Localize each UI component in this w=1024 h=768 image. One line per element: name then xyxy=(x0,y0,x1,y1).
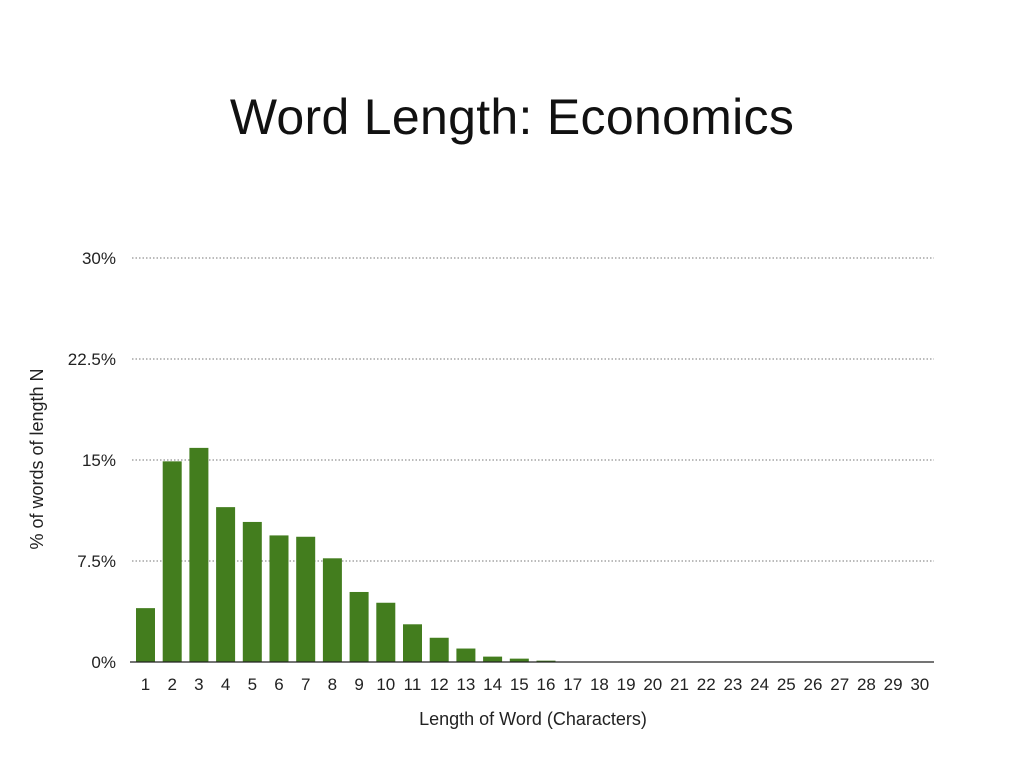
y-tick-label: 15% xyxy=(82,451,116,470)
x-tick-label: 6 xyxy=(274,675,283,694)
x-tick-label: 11 xyxy=(404,675,422,694)
x-tick-label: 19 xyxy=(617,675,636,694)
x-tick-label: 4 xyxy=(221,675,230,694)
chart-title: Word Length: Economics xyxy=(229,89,795,145)
bar-15 xyxy=(509,658,529,662)
bar-6 xyxy=(269,535,289,662)
x-tick-label: 17 xyxy=(563,675,582,694)
x-tick-label: 10 xyxy=(376,675,395,694)
y-tick-label: 0% xyxy=(91,653,116,672)
x-tick-label: 16 xyxy=(537,675,556,694)
bar-13 xyxy=(456,648,476,662)
x-tick-label: 26 xyxy=(804,675,823,694)
x-tick-label: 25 xyxy=(777,675,796,694)
x-tick-label: 22 xyxy=(697,675,716,694)
x-tick-label: 12 xyxy=(430,675,449,694)
x-tick-label: 2 xyxy=(167,675,176,694)
x-tick-label: 20 xyxy=(643,675,662,694)
x-tick-label: 14 xyxy=(483,675,502,694)
x-tick-label: 24 xyxy=(750,675,769,694)
y-tick-label: 7.5% xyxy=(77,552,116,571)
x-tick-label: 9 xyxy=(354,675,363,694)
x-axis-ticks: 1 2 3 4 5 6 7 8 9 10 11 12 13 14 15 16 17 18 19 20 21 22 23 24 2… xyxy=(141,675,929,694)
x-tick-label: 7 xyxy=(301,675,310,694)
gridlines xyxy=(132,257,934,562)
bar-16 xyxy=(536,660,556,662)
x-tick-label: 15 xyxy=(510,675,529,694)
bar-11 xyxy=(403,624,422,662)
x-tick-label: 29 xyxy=(884,675,903,694)
bar-12 xyxy=(429,637,449,662)
x-tick-label: 13 xyxy=(456,675,475,694)
x-tick-label: 3 xyxy=(194,675,203,694)
x-axis-title: Length of Word (Characters) xyxy=(419,709,647,729)
y-tick-label: 30% xyxy=(82,249,116,268)
bar-14 xyxy=(483,656,503,662)
y-tick-label: 22.5% xyxy=(68,350,116,369)
bar-1 xyxy=(136,608,155,662)
bar-3 xyxy=(189,447,209,662)
x-tick-label: 18 xyxy=(590,675,609,694)
bar-10 xyxy=(376,602,396,662)
y-axis-ticks: 0% 7.5% 15% 22.5% 30% xyxy=(68,249,116,672)
bars xyxy=(136,447,663,663)
bar-5 xyxy=(242,521,262,662)
x-tick-label: 28 xyxy=(857,675,876,694)
bar-2 xyxy=(162,461,182,662)
bar-4 xyxy=(216,507,236,662)
x-tick-label: 27 xyxy=(830,675,849,694)
x-tick-label: 23 xyxy=(723,675,742,694)
x-tick-label: 30 xyxy=(910,675,929,694)
x-tick-label: 1 xyxy=(141,675,150,694)
x-tick-label: 8 xyxy=(328,675,337,694)
bar-7 xyxy=(296,536,316,662)
bar-8 xyxy=(322,558,342,662)
y-axis-title: % of words of length N xyxy=(27,368,47,549)
x-tick-label: 5 xyxy=(248,675,257,694)
x-tick-label: 21 xyxy=(670,675,689,694)
bar-9 xyxy=(349,591,369,662)
